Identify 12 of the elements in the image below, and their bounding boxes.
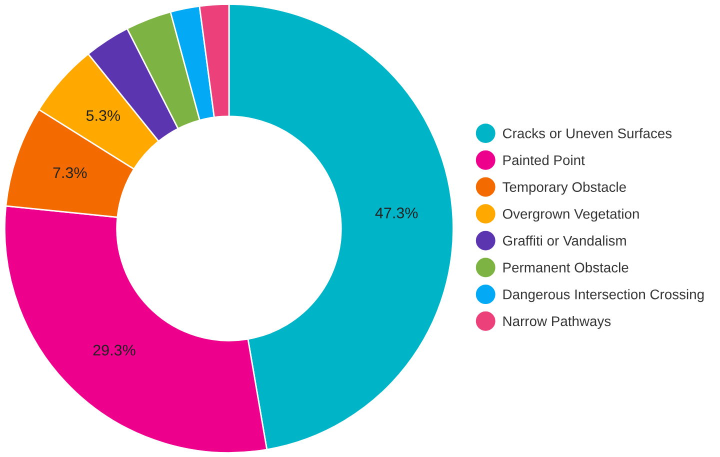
legend-label: Temporary Obstacle xyxy=(502,182,626,195)
legend-label: Painted Point xyxy=(503,154,585,166)
data-label: 47.3% xyxy=(375,208,418,218)
legend-label: Overgrown Vegetation xyxy=(502,208,639,222)
data-label: 5.3% xyxy=(86,110,120,121)
legend-label: Dangerous Intersection Crossing xyxy=(503,289,704,302)
data-label: 29.3% xyxy=(93,344,136,356)
legend-label: Graffiti or Vandalism xyxy=(502,235,626,246)
legend-label: Cracks or Uneven Surfaces xyxy=(502,128,672,138)
legend-label: Narrow Pathways xyxy=(503,316,611,329)
legend-label: Permanent Obstacle xyxy=(503,262,628,272)
data-label: 7.3% xyxy=(53,167,87,178)
